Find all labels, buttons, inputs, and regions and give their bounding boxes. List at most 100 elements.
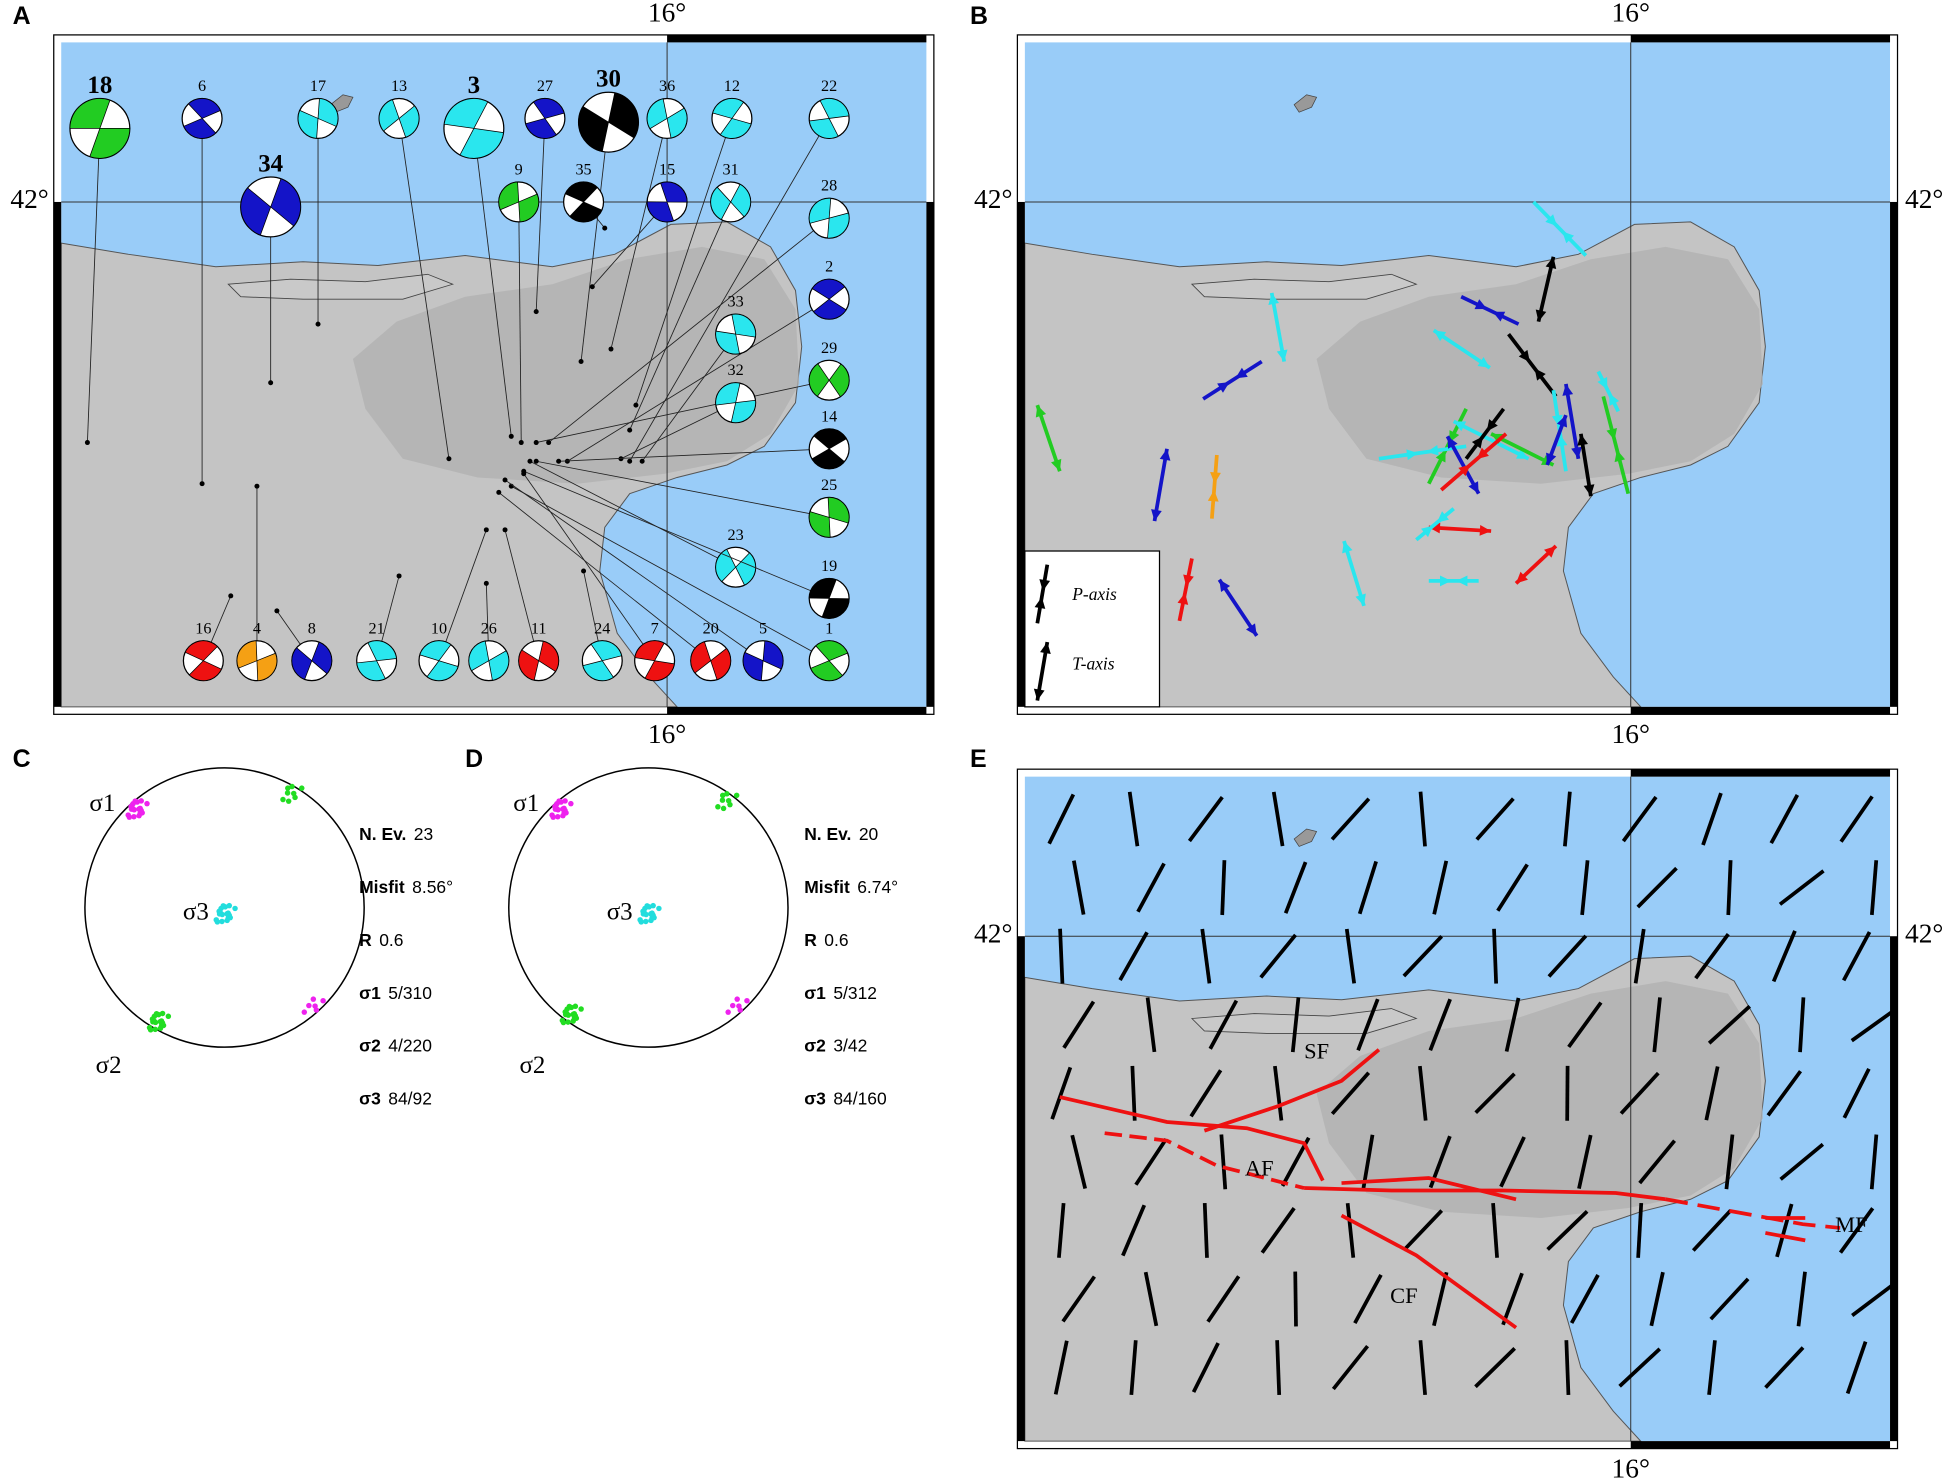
axis-arrow [1152, 448, 1169, 522]
axis-arrow [1440, 432, 1508, 492]
solution-point [299, 785, 305, 791]
frame-bar [1630, 706, 1891, 715]
epicenter [254, 483, 260, 489]
stress-trajectory [1330, 1071, 1371, 1116]
event-number: 26 [481, 619, 497, 637]
arrow-head [1546, 452, 1557, 465]
solution-point [226, 902, 233, 909]
leader-line [511, 485, 830, 662]
axis-arrow [1269, 292, 1287, 362]
solution-point [644, 903, 650, 909]
stress-trajectory [1290, 997, 1301, 1053]
leader-line [473, 128, 512, 437]
stat-key: σ1 [359, 982, 381, 1002]
stress-trajectory [1202, 1202, 1209, 1258]
stress-trajectory [1501, 1272, 1524, 1326]
axis-arrow [1035, 404, 1062, 472]
stress-trajectory [1053, 1340, 1069, 1395]
arrow-head [1577, 433, 1588, 446]
solution-point [132, 798, 138, 804]
axis-arrow [1460, 295, 1520, 326]
event-number: 19 [821, 557, 837, 575]
stat-value: 0.6 [379, 930, 403, 950]
stress-trajectory [1504, 997, 1521, 1052]
beachball-quadrant [715, 313, 756, 355]
stress-trajectory [1775, 1203, 1794, 1258]
stress-trajectory [1130, 1065, 1137, 1121]
stress-trajectory [1061, 1275, 1096, 1323]
solution-point [737, 1007, 743, 1013]
solution-point [306, 1002, 312, 1009]
fault [1341, 1176, 1517, 1202]
solution-point [565, 1019, 571, 1025]
leader-line [567, 298, 830, 462]
solution-point [733, 792, 740, 799]
solution-point [216, 911, 223, 917]
solution-point [220, 903, 227, 909]
stat-value: 84/160 [833, 1088, 887, 1108]
epicenter [589, 284, 595, 290]
epicenter [496, 489, 502, 495]
stress-trajectory [1191, 1342, 1220, 1393]
event-number: 18 [87, 72, 112, 99]
stress-trajectory [1766, 1070, 1803, 1117]
legend-entry: P-axis [1071, 584, 1117, 604]
epicenter [274, 608, 280, 614]
arrow-head [1217, 382, 1230, 393]
epicenter [199, 481, 205, 487]
beachball-quadrant [690, 641, 732, 681]
stress-trajectory [1047, 793, 1076, 845]
axis-arrow [1378, 444, 1467, 461]
frame-bar [667, 34, 927, 43]
epicenter [639, 458, 645, 464]
arrow-head [1428, 522, 1441, 534]
epicenter [546, 440, 552, 446]
epicenter [633, 402, 639, 408]
stress-trajectory [1499, 1136, 1526, 1188]
longitude-label: 16° [1612, 719, 1650, 749]
frame-bar [1630, 34, 1891, 43]
stat-row: R 0.6 [359, 930, 403, 950]
event-number: 32 [728, 361, 744, 379]
event-number: 30 [596, 66, 621, 93]
leader-line [620, 402, 736, 460]
stress-trajectory [1208, 999, 1239, 1050]
arrow-head [1518, 349, 1530, 363]
arrow-head [1207, 489, 1219, 502]
arrow-head [1609, 393, 1620, 406]
lake [1190, 273, 1418, 300]
event-number: 7 [651, 619, 659, 637]
beachball-quadrant [646, 181, 688, 223]
lake [227, 273, 454, 300]
arrow-head [1435, 450, 1446, 463]
stress-trajectory [1850, 1007, 1898, 1043]
stress-trajectory [1475, 797, 1515, 841]
arrow-head [1535, 309, 1547, 322]
event-number: 12 [724, 77, 740, 95]
island [1293, 828, 1318, 847]
solution-point [284, 790, 291, 796]
stress-trajectory [1577, 1134, 1593, 1190]
beachball-quadrant [712, 98, 752, 139]
solution-point [720, 805, 727, 812]
solution-point [289, 783, 295, 790]
epicenter [502, 527, 508, 533]
epicenter [518, 440, 524, 446]
epicenter [446, 456, 452, 462]
arrow-head [1492, 311, 1506, 322]
fault-label: SF [1304, 1039, 1329, 1064]
fault-label: AF [1245, 1156, 1274, 1181]
fault [1104, 1131, 1305, 1190]
stress-trajectory [1869, 1134, 1879, 1190]
stat-row: σ2 4/220 [359, 1035, 432, 1055]
stress-trajectory [1418, 1340, 1427, 1396]
axis-arrow [1210, 454, 1219, 519]
solution-point [568, 800, 574, 807]
fault-label: CF [1390, 1283, 1417, 1308]
solution-point [165, 1013, 172, 1020]
arrow-head [1544, 546, 1556, 558]
solution-point [561, 805, 567, 812]
arrow-head [1039, 579, 1051, 592]
latitude-label: 42° [974, 184, 1012, 214]
